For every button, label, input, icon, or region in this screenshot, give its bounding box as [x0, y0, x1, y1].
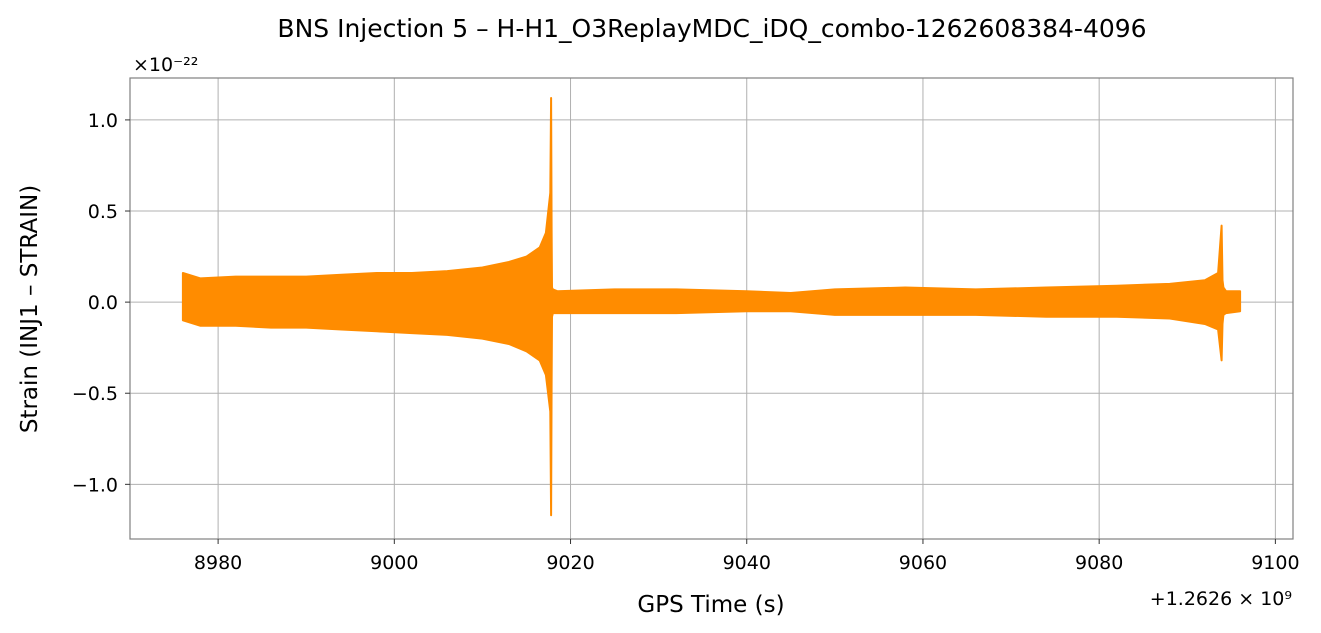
plot-frame — [129, 77, 1294, 540]
chart-title: BNS Injection 5 – H-H1_O3ReplayMDC_iDQ_c… — [277, 14, 1146, 43]
x-tick-label: 8980 — [194, 552, 242, 574]
x-tick-label: 9100 — [1251, 552, 1299, 574]
x-tick-label: 9020 — [546, 552, 594, 574]
strain-envelope — [181, 97, 1242, 517]
x-axis-label: GPS Time (s) — [637, 592, 784, 618]
x-axis: 8980 9000 9020 9040 9060 9080 9100 — [194, 539, 1300, 574]
y-tick-label: 0.0 — [88, 292, 118, 314]
y-tick-label: −1.0 — [72, 474, 118, 496]
y-tick-label: 1.0 — [88, 110, 118, 132]
series-layer — [181, 97, 1242, 517]
x-tick-label: 9000 — [370, 552, 418, 574]
x-tick-label: 9040 — [723, 552, 771, 574]
y-tick-label: −0.5 — [72, 383, 118, 405]
x-offset-label: +1.2626 × 10⁹ — [1150, 588, 1292, 610]
y-axis-label: Strain (INJ1 – STRAIN) — [17, 185, 43, 433]
y-scale-label: ×10⁻²² — [133, 54, 198, 76]
y-tick-label: 0.5 — [88, 201, 118, 223]
x-tick-label: 9060 — [899, 552, 947, 574]
x-tick-label: 9080 — [1075, 552, 1123, 574]
y-axis: −1.0 −0.5 0.0 0.5 1.0 — [72, 110, 130, 496]
